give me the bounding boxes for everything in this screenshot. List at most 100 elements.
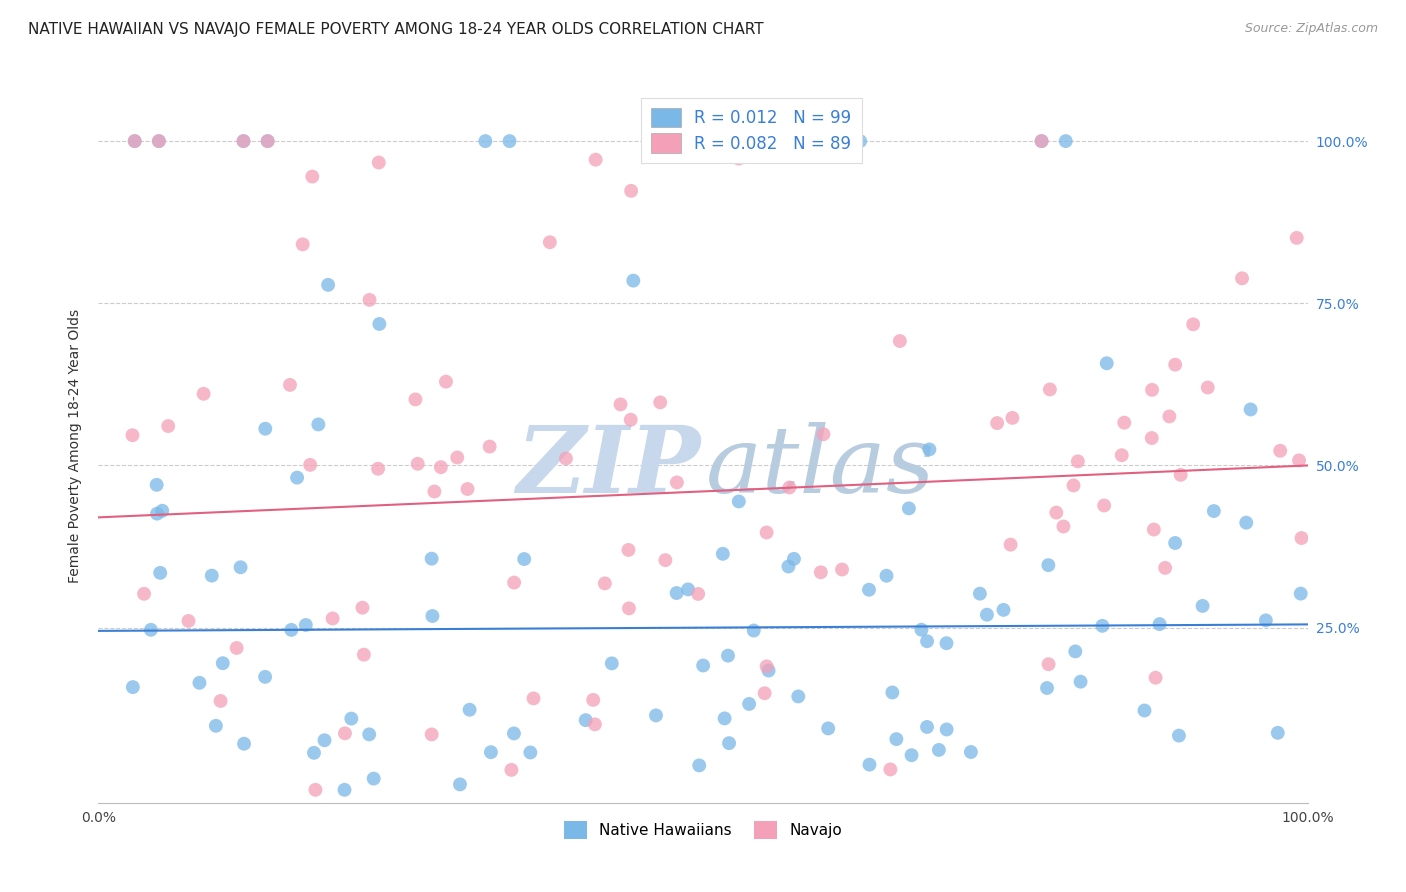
Point (1230, 271, 1253, 285)
Point (1000, 538, 1022, 552)
Point (211, 656, 233, 670)
Point (232, 134, 254, 148)
Point (503, 726, 526, 740)
Point (1140, 431, 1163, 445)
Point (150, 504, 173, 518)
Point (304, 782, 326, 797)
Point (654, 553, 676, 567)
Point (314, 733, 336, 747)
Point (340, 712, 363, 726)
Point (711, 547, 734, 561)
Text: ZIP: ZIP (516, 423, 700, 512)
Point (778, 559, 800, 574)
Point (665, 475, 688, 490)
Point (229, 560, 252, 574)
Point (910, 623, 932, 637)
Point (758, 664, 780, 678)
Y-axis label: Female Poverty Among 18-24 Year Olds: Female Poverty Among 18-24 Year Olds (67, 309, 82, 583)
Point (1234, 516, 1257, 530)
Point (738, 697, 761, 711)
Point (149, 566, 172, 580)
Point (783, 551, 806, 566)
Point (538, 235, 561, 250)
Point (201, 568, 224, 582)
Point (1285, 231, 1308, 245)
Point (177, 614, 200, 628)
Point (813, 427, 835, 442)
Point (256, 134, 278, 148)
Point (583, 717, 606, 731)
Point (969, 587, 991, 601)
Point (688, 758, 710, 772)
Point (1038, 558, 1060, 573)
Point (1288, 453, 1310, 467)
Point (302, 746, 325, 760)
Point (1270, 443, 1292, 458)
Point (778, 481, 800, 495)
Point (316, 277, 339, 292)
Point (299, 458, 322, 472)
Point (1239, 402, 1261, 417)
Point (1031, 134, 1053, 148)
Point (928, 743, 950, 757)
Point (359, 727, 381, 741)
Point (423, 484, 446, 499)
Point (915, 634, 938, 648)
Point (600, 657, 623, 671)
Point (404, 392, 426, 407)
Point (727, 494, 749, 508)
Point (1133, 704, 1156, 718)
Point (333, 726, 356, 740)
Point (935, 723, 957, 737)
Point (368, 317, 391, 331)
Point (322, 611, 344, 625)
Point (1154, 561, 1177, 575)
Point (1144, 671, 1167, 685)
Point (555, 451, 578, 466)
Point (676, 582, 699, 597)
Point (858, 757, 880, 772)
Point (593, 576, 616, 591)
Point (519, 746, 541, 760)
Point (1140, 383, 1163, 397)
Point (1149, 617, 1171, 632)
Point (353, 648, 375, 662)
Point (352, 600, 374, 615)
Legend: Native Hawaiians, Navajo: Native Hawaiians, Navajo (558, 815, 848, 845)
Point (478, 440, 501, 454)
Point (363, 772, 385, 786)
Point (621, 274, 644, 288)
Point (406, 457, 429, 471)
Point (367, 155, 389, 169)
Point (1202, 504, 1225, 518)
Point (254, 422, 277, 436)
Point (889, 334, 911, 348)
Point (837, 134, 859, 148)
Point (886, 732, 908, 747)
Point (727, 152, 749, 166)
Point (498, 134, 520, 148)
Point (148, 134, 170, 148)
Point (1289, 587, 1312, 601)
Point (225, 640, 247, 655)
Point (620, 184, 643, 198)
Point (718, 736, 741, 750)
Point (717, 648, 740, 663)
Point (1197, 380, 1219, 394)
Point (449, 777, 471, 791)
Point (688, 587, 710, 601)
Point (918, 442, 941, 457)
Point (1182, 318, 1205, 332)
Point (291, 237, 314, 252)
Point (650, 395, 672, 409)
Point (986, 416, 1008, 430)
Text: NATIVE HAWAIIAN VS NAVAJO FEMALE POVERTY AMONG 18-24 YEAR OLDS CORRELATION CHART: NATIVE HAWAIIAN VS NAVAJO FEMALE POVERTY… (28, 22, 763, 37)
Point (1067, 454, 1090, 468)
Point (1114, 416, 1136, 430)
Point (522, 691, 544, 706)
Point (692, 658, 714, 673)
Point (458, 703, 481, 717)
Point (617, 543, 640, 558)
Point (148, 134, 170, 148)
Point (849, 134, 872, 148)
